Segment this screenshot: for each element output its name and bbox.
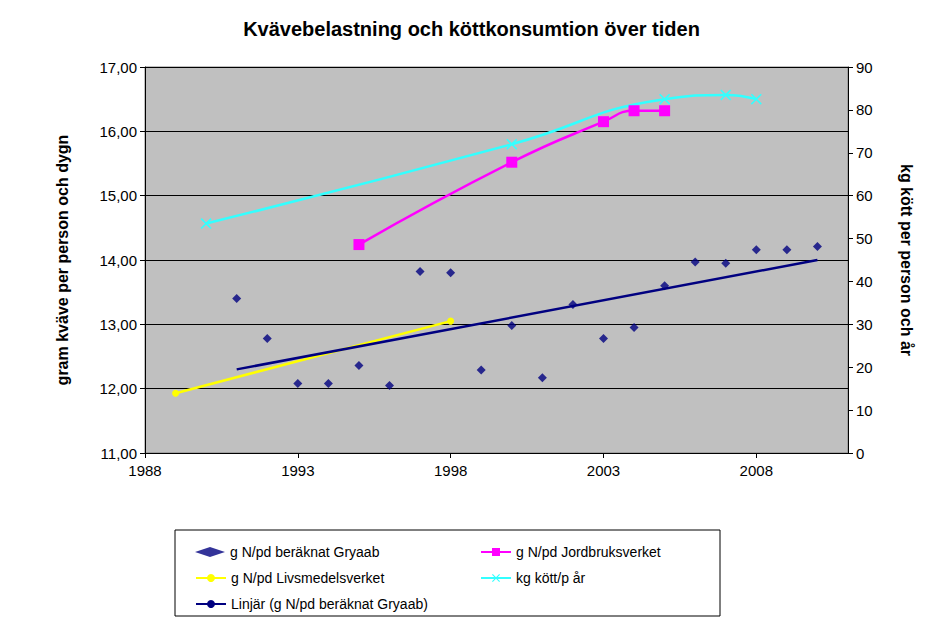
svg-text:13,00: 13,00 [99,316,137,333]
svg-text:0: 0 [856,445,864,462]
svg-text:gram kväve per person och dygn: gram kväve per person och dygn [54,135,71,386]
svg-text:20: 20 [856,359,873,376]
svg-text:1998: 1998 [434,462,467,479]
svg-text:2008: 2008 [740,462,773,479]
svg-text:11,00: 11,00 [101,445,137,462]
svg-text:kg kött/p år: kg kött/p år [516,570,586,586]
svg-text:90: 90 [856,59,873,76]
svg-text:g N/pd Jordbruksverket: g N/pd Jordbruksverket [516,544,661,560]
svg-text:kg kött per person och år: kg kött per person och år [898,164,915,356]
svg-text:30: 30 [856,316,873,333]
svg-text:70: 70 [856,144,873,161]
svg-text:50: 50 [856,230,873,247]
svg-text:g N/pd beräknat Gryaab: g N/pd beräknat Gryaab [230,544,380,560]
svg-text:40: 40 [856,273,873,290]
svg-text:1993: 1993 [281,462,314,479]
svg-text:Kvävebelastning och köttkonsum: Kvävebelastning och köttkonsumtion över … [243,18,700,40]
svg-text:17,00: 17,00 [99,59,137,76]
svg-text:60: 60 [856,187,873,204]
svg-text:Linjär (g N/pd beräknat Gryaab: Linjär (g N/pd beräknat Gryaab) [231,596,428,612]
svg-text:2003: 2003 [587,462,620,479]
svg-text:12,00: 12,00 [99,380,137,397]
svg-text:1988: 1988 [128,462,161,479]
svg-text:16,00: 16,00 [99,123,137,140]
svg-text:80: 80 [856,101,873,118]
svg-text:10: 10 [856,402,873,419]
svg-text:15,00: 15,00 [99,187,137,204]
svg-text:14,00: 14,00 [99,252,137,269]
svg-text:g N/pd Livsmedelsverket: g N/pd Livsmedelsverket [231,570,384,586]
